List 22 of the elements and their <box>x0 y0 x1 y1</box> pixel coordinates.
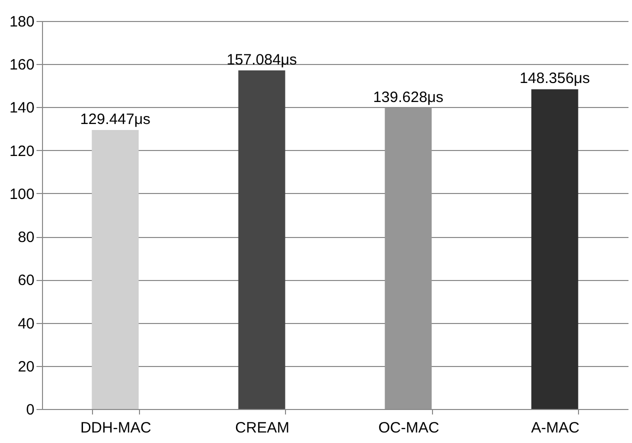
bar <box>384 108 432 409</box>
x-tick-label: DDH-MAC <box>80 420 152 436</box>
bar <box>92 130 139 409</box>
data-label: 129.447μs <box>80 110 150 128</box>
y-tick-label: 100 <box>9 186 34 203</box>
x-tick-label: CREAM <box>235 420 290 436</box>
data-label: 148.356μs <box>520 70 590 88</box>
data-label: 157.084μs <box>226 51 297 68</box>
data-label: 139.628μs <box>373 89 444 106</box>
bar <box>531 89 578 409</box>
x-tick-label: OC-MAC <box>378 420 440 436</box>
bar <box>238 70 286 409</box>
y-tick-label: 120 <box>9 142 34 160</box>
y-tick-label: 160 <box>9 56 34 74</box>
y-tick-label: 0 <box>26 402 34 418</box>
y-tick-label: 80 <box>18 229 34 246</box>
y-tick-label: 180 <box>9 14 34 30</box>
y-tick-label: 140 <box>9 100 34 117</box>
y-tick-label: 60 <box>18 272 34 290</box>
y-tick-label: 40 <box>18 315 34 332</box>
x-tick-label: A-MAC <box>531 420 580 436</box>
y-tick-label: 20 <box>18 358 34 376</box>
